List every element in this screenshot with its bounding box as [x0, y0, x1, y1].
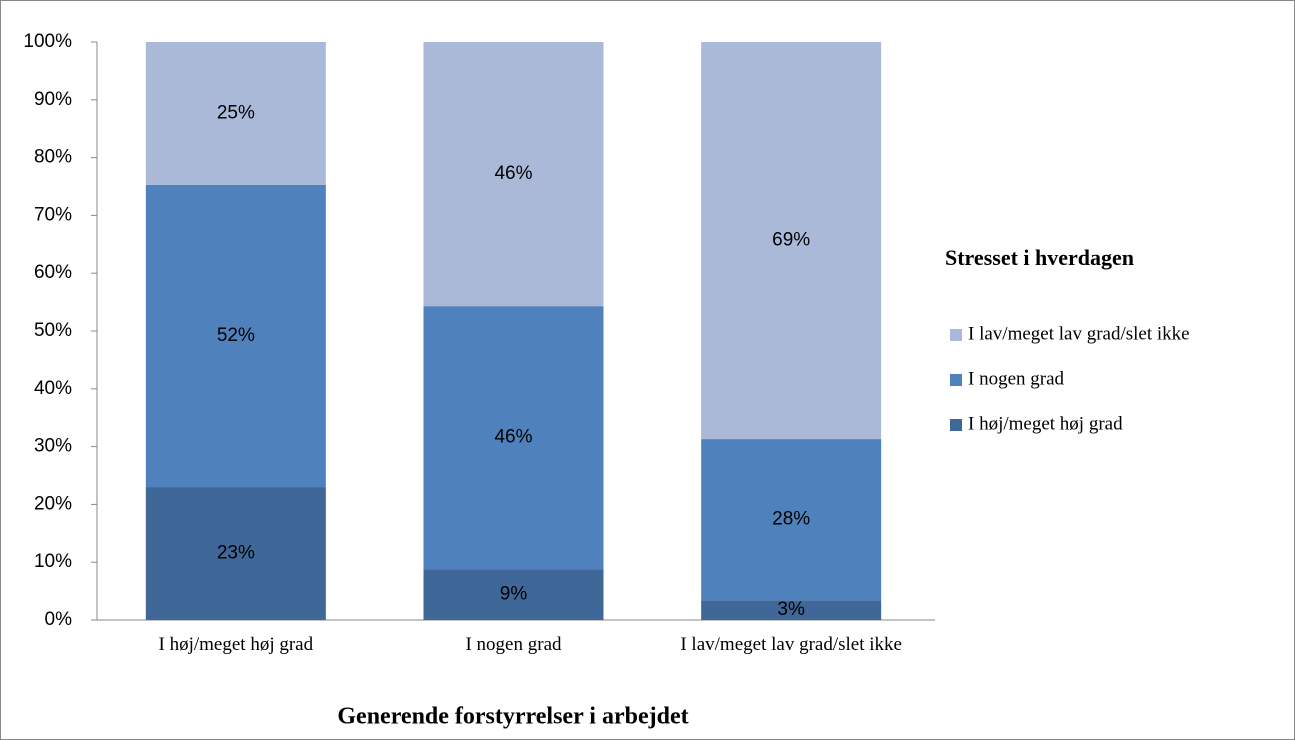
data-label: 69% — [772, 230, 810, 251]
data-label: 3% — [777, 599, 805, 620]
legend-title: Stresset i hverdagen — [945, 245, 1134, 270]
x-tick-label: I høj/meget høj grad — [158, 634, 314, 655]
legend-label: I høj/meget høj grad — [968, 413, 1123, 434]
bar-segment — [701, 439, 882, 601]
y-tick-label: 30% — [34, 436, 72, 457]
y-tick-label: 70% — [34, 204, 72, 225]
y-tick-label: 10% — [34, 551, 72, 572]
legend-label: I nogen grad — [968, 368, 1065, 389]
bar-segment — [423, 306, 604, 570]
bar-segment — [423, 42, 604, 307]
bar-segment — [145, 42, 326, 185]
data-label: 9% — [500, 584, 528, 605]
legend-label: I lav/meget lav grad/slet ikke — [968, 323, 1190, 344]
x-tick-group: I lav/meget lav grad/slet ikke — [680, 634, 902, 655]
y-tick-label: 20% — [34, 493, 72, 514]
bar-segment — [145, 487, 326, 620]
x-tick-group: I høj/meget høj grad — [158, 634, 314, 655]
y-tick-label: 0% — [45, 609, 73, 630]
x-tick-label: I lav/meget lav grad/slet ikke — [680, 634, 902, 655]
x-axis-title: Generende forstyrrelser i arbejdet — [337, 704, 688, 730]
y-tick-label: 50% — [34, 320, 72, 341]
data-label: 46% — [494, 427, 532, 448]
data-label: 46% — [494, 163, 532, 184]
bar-segment — [701, 600, 882, 620]
legend-swatch — [950, 374, 962, 386]
data-label: 23% — [217, 543, 255, 564]
y-tick-label: 90% — [34, 89, 72, 110]
data-label: 25% — [217, 102, 255, 123]
bar-segment — [701, 42, 882, 440]
y-tick-label: 100% — [23, 31, 72, 52]
legend-swatch — [950, 419, 962, 431]
data-label: 52% — [217, 325, 255, 346]
data-label: 28% — [772, 509, 810, 530]
bar-segment — [423, 569, 604, 620]
x-tick-group: I nogen grad — [465, 634, 562, 655]
y-tick-label: 60% — [34, 262, 72, 283]
x-tick-label: I nogen grad — [465, 634, 562, 655]
y-tick-label: 80% — [34, 147, 72, 168]
bar-segment — [145, 184, 326, 488]
legend-swatch — [950, 329, 962, 341]
y-tick-label: 40% — [34, 378, 72, 399]
